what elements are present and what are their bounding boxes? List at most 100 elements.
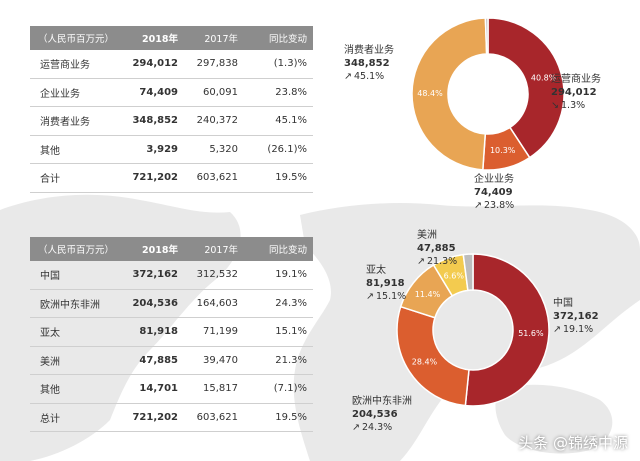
label-value: 348,852: [344, 58, 390, 69]
value-2018: 204,536: [122, 289, 178, 318]
value-yoy: (26.1)%: [238, 135, 313, 164]
value-2018: 294,012: [122, 50, 178, 79]
region-revenue-table: （人民币百万元） 2018年 2017年 同比变动 中国 372,162 312…: [30, 237, 313, 432]
value-2017: 240,372: [178, 106, 238, 136]
header-unit: （人民币百万元）: [30, 26, 122, 50]
value-yoy: 19.5%: [238, 403, 313, 432]
label-enterprise: 企业业务 74,409 ↗ 23.8%: [474, 173, 514, 212]
header-yoy: 同比变动: [238, 26, 313, 50]
table-row: 中国 372,162 312,532 19.1%: [30, 261, 313, 290]
label-name: 美洲: [417, 230, 437, 241]
value-2018: 721,202: [122, 163, 178, 193]
label-china: 中国 372,162 ↗ 19.1%: [553, 297, 599, 336]
value-2018: 348,852: [122, 106, 178, 136]
donut-slice-label: 10.3%: [490, 146, 516, 155]
label-change: ↗ 24.3%: [352, 422, 393, 433]
row-label: 其他: [30, 374, 122, 404]
value-yoy: 15.1%: [238, 317, 313, 347]
table-row-total: 合计 721,202 603,621 19.5%: [30, 163, 313, 193]
table-row: 消费者业务 348,852 240,372 45.1%: [30, 106, 313, 136]
row-label: 其他: [30, 135, 122, 164]
value-2017: 297,838: [178, 50, 238, 79]
label-apac: 亚太 81,918 ↗ 15.1%: [366, 264, 406, 303]
label-carrier: 运营商业务 294,012 ↘ 1.3%: [551, 73, 601, 112]
row-label: 消费者业务: [30, 106, 122, 136]
value-yoy: (1.3)%: [238, 50, 313, 79]
label-value: 74,409: [474, 187, 513, 198]
label-change: ↗ 19.1%: [553, 324, 594, 335]
arrow-up-right-icon: ↗: [474, 200, 482, 211]
value-2017: 312,532: [178, 261, 238, 290]
value-yoy: 24.3%: [238, 289, 313, 318]
donut-slice-label: 48.4%: [417, 89, 443, 98]
value-2018: 14,701: [122, 374, 178, 404]
donut-slice-label: 40.8%: [531, 73, 557, 82]
label-name: 消费者业务: [344, 45, 394, 56]
table-row: 亚太 81,918 71,199 15.1%: [30, 317, 313, 347]
row-label: 亚太: [30, 317, 122, 347]
value-2017: 5,320: [178, 135, 238, 164]
arrow-up-right-icon: ↗: [553, 324, 561, 335]
label-change: ↗ 23.8%: [474, 200, 515, 211]
row-label: 运营商业务: [30, 50, 122, 79]
donut-slice-2-1: [464, 253, 550, 407]
donut-slice-1-4: [484, 17, 489, 55]
row-label: 美洲: [30, 346, 122, 375]
label-name: 企业业务: [474, 174, 514, 185]
arrow-down-right-icon: ↘: [551, 100, 559, 111]
segment-revenue-table: （人民币百万元） 2018年 2017年 同比变动 运营商业务 294,012 …: [30, 26, 313, 193]
donut-slice-1-3: [411, 17, 488, 171]
header-unit: （人民币百万元）: [30, 237, 122, 261]
label-consumer: 消费者业务 348,852 ↗ 45.1%: [344, 44, 394, 83]
donut-slice-2-5: [462, 253, 474, 292]
value-2017: 71,199: [178, 317, 238, 347]
value-2018: 81,918: [122, 317, 178, 347]
header-2017: 2017年: [178, 26, 238, 50]
donut-slice-label: 6.6%: [444, 271, 465, 280]
value-2018: 74,409: [122, 78, 178, 107]
label-change: ↗ 15.1%: [366, 291, 407, 302]
label-change: ↗ 21.3%: [417, 256, 458, 267]
value-yoy: (7.1)%: [238, 374, 313, 404]
label-americas: 美洲 47,885 ↗ 21.3%: [417, 229, 457, 268]
value-2018: 3,929: [122, 135, 178, 164]
label-change: ↘ 1.3%: [551, 100, 586, 111]
arrow-up-right-icon: ↗: [417, 256, 425, 267]
table-row-total: 总计 721,202 603,621 19.5%: [30, 403, 313, 432]
header-yoy: 同比变动: [238, 237, 313, 261]
header-2018: 2018年: [122, 26, 178, 50]
label-change: ↗ 45.1%: [344, 71, 385, 82]
value-yoy: 19.5%: [238, 163, 313, 193]
label-value: 294,012: [551, 87, 597, 98]
value-2017: 39,470: [178, 346, 238, 375]
table-row: 企业业务 74,409 60,091 23.8%: [30, 78, 313, 107]
table-row: 运营商业务 294,012 297,838 (1.3)%: [30, 50, 313, 79]
arrow-up-right-icon: ↗: [352, 422, 360, 433]
value-yoy: 19.1%: [238, 261, 313, 290]
header-2017: 2017年: [178, 237, 238, 261]
value-yoy: 23.8%: [238, 78, 313, 107]
table-row: 欧洲中东非洲 204,536 164,603 24.3%: [30, 289, 313, 318]
label-name: 欧洲中东非洲: [352, 396, 412, 407]
label-emea: 欧洲中东非洲 204,536 ↗ 24.3%: [352, 395, 412, 434]
value-2018: 721,202: [122, 403, 178, 432]
table-header-row: （人民币百万元） 2018年 2017年 同比变动: [30, 26, 313, 50]
table-row: 美洲 47,885 39,470 21.3%: [30, 346, 313, 375]
label-value: 372,162: [553, 311, 599, 322]
value-2017: 164,603: [178, 289, 238, 318]
donut-slice-label: 11.4%: [415, 290, 441, 299]
label-value: 47,885: [417, 243, 456, 254]
value-2018: 47,885: [122, 346, 178, 375]
table-header-row: （人民币百万元） 2018年 2017年 同比变动: [30, 237, 313, 261]
donut-slice-label: 51.6%: [518, 329, 544, 338]
row-label: 中国: [30, 261, 122, 290]
row-label: 企业业务: [30, 78, 122, 107]
value-2018: 372,162: [122, 261, 178, 290]
header-2018: 2018年: [122, 237, 178, 261]
value-2017: 603,621: [178, 163, 238, 193]
value-yoy: 21.3%: [238, 346, 313, 375]
label-name: 中国: [553, 298, 573, 309]
donut-slice-1-1: [487, 17, 565, 159]
row-label: 欧洲中东非洲: [30, 289, 122, 318]
